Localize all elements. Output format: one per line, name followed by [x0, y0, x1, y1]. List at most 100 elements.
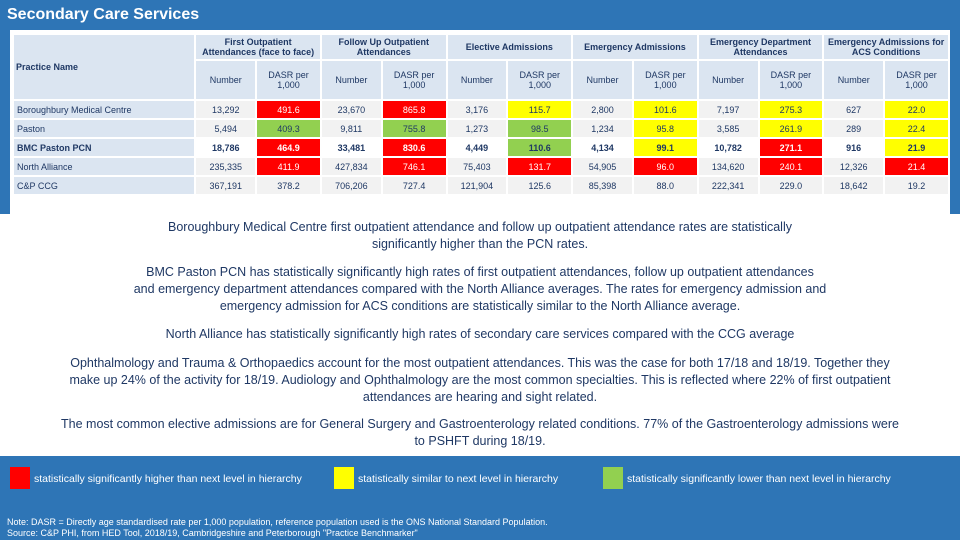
text-line: to PSHFT during 18/19. [414, 434, 546, 448]
paragraph-elective: The most common elective admissions are … [0, 416, 960, 450]
dasr-cell: 22.4 [885, 120, 948, 137]
group-header: First Outpatient Attendances (face to fa… [196, 35, 320, 59]
number-cell: 289 [824, 120, 884, 137]
number-cell: 13,292 [196, 101, 256, 118]
text-line: emergency admission for ACS conditions a… [219, 299, 741, 313]
text-line: Boroughbury Medical Centre first outpati… [168, 220, 792, 234]
practice-name-cell: Boroughbury Medical Centre [14, 101, 195, 118]
title-bar: Secondary Care Services [0, 0, 960, 30]
dasr-cell: 125.6 [508, 177, 572, 194]
dasr-header: DASR per 1,000 [508, 61, 572, 99]
paragraph-boroughbury: Boroughbury Medical Centre first outpati… [0, 219, 960, 253]
legend: statistically significantly higher than … [0, 456, 960, 502]
dasr-note: Note: DASR = Directly age standardised r… [7, 517, 548, 527]
number-cell: 5,494 [196, 120, 256, 137]
dasr-cell: 110.6 [508, 139, 572, 156]
number-cell: 33,481 [321, 139, 381, 156]
text-line: attendances are hearing and sight relate… [362, 390, 598, 404]
number-cell: 85,398 [573, 177, 632, 194]
number-cell: 23,670 [321, 101, 381, 118]
commentary: Boroughbury Medical Centre first outpati… [0, 216, 960, 456]
practice-name-cell: C&P CCG [14, 177, 195, 194]
red-swatch-icon [10, 467, 30, 489]
number-cell: 3,176 [447, 101, 507, 118]
dasr-header: DASR per 1,000 [257, 61, 320, 99]
practice-name-header: Practice Name [14, 35, 195, 99]
number-cell: 7,197 [698, 101, 758, 118]
number-cell: 627 [824, 101, 884, 118]
number-cell: 706,206 [321, 177, 381, 194]
dasr-table-container: Practice Name First Outpatient Attendanc… [12, 33, 950, 214]
dasr-cell: 19.2 [885, 177, 948, 194]
practice-name-cell: BMC Paston PCN [14, 139, 195, 156]
dasr-cell: 101.6 [633, 101, 697, 118]
number-cell: 3,585 [698, 120, 758, 137]
dasr-cell: 240.1 [759, 158, 823, 175]
dasr-cell: 96.0 [633, 158, 697, 175]
practice-name-cell: Paston [14, 120, 195, 137]
source-note: Source: C&P PHI, from HED Tool, 2018/19,… [7, 528, 418, 538]
text-line: Ophthalmology and Trauma & Orthopaedics … [70, 356, 890, 370]
number-header: Number [824, 61, 884, 99]
dasr-cell: 378.2 [257, 177, 320, 194]
green-swatch-icon [603, 467, 623, 489]
right-frame [950, 30, 960, 214]
dasr-cell: 411.9 [257, 158, 320, 175]
text-line: North Alliance has statistically signifi… [165, 327, 795, 341]
left-frame [0, 30, 10, 214]
group-header: Emergency Admissions [573, 35, 697, 59]
dasr-cell: 261.9 [759, 120, 823, 137]
number-cell: 427,834 [321, 158, 381, 175]
footnote-bar: Note: DASR = Directly age standardised r… [0, 502, 960, 540]
text-line: make up 24% of the activity for 18/19. A… [69, 373, 891, 387]
dasr-cell: 21.4 [885, 158, 948, 175]
paragraph-pcn: BMC Paston PCN has statistically signifi… [0, 264, 960, 315]
text-line: significantly higher than the PCN rates. [371, 237, 589, 251]
text-line: and emergency department attendances com… [133, 282, 827, 296]
number-header: Number [573, 61, 632, 99]
number-cell: 916 [824, 139, 884, 156]
number-cell: 367,191 [196, 177, 256, 194]
legend-label: statistically significantly lower than n… [627, 473, 891, 485]
table-row: BMC Paston PCN 18,786 464.9 33,481 830.6 4,44… [14, 139, 948, 156]
dasr-cell: 88.0 [633, 177, 697, 194]
number-header: Number [321, 61, 381, 99]
number-cell: 12,326 [824, 158, 884, 175]
number-cell: 1,234 [573, 120, 632, 137]
dasr-header: DASR per 1,000 [885, 61, 948, 99]
number-cell: 10,782 [698, 139, 758, 156]
dasr-cell: 755.8 [382, 120, 446, 137]
group-header: Follow Up Outpatient Attendances [321, 35, 446, 59]
number-header: Number [447, 61, 507, 99]
dasr-cell: 229.0 [759, 177, 823, 194]
number-cell: 75,403 [447, 158, 507, 175]
group-header-row: Practice Name First Outpatient Attendanc… [14, 35, 948, 99]
number-cell: 134,620 [698, 158, 758, 175]
dasr-cell: 865.8 [382, 101, 446, 118]
table-row: Boroughbury Medical Centre 13,292 491.6 23,… [14, 101, 948, 118]
dasr-cell: 275.3 [759, 101, 823, 118]
paragraph-specialties: Ophthalmology and Trauma & Orthopaedics … [0, 355, 960, 406]
group-header: Emergency Department Attendances [698, 35, 823, 59]
text-line: BMC Paston PCN has statistically signifi… [146, 265, 814, 279]
dasr-cell: 271.1 [759, 139, 823, 156]
number-header: Number [698, 61, 758, 99]
dasr-header: DASR per 1,000 [382, 61, 446, 99]
number-cell: 1,273 [447, 120, 507, 137]
dasr-cell: 99.1 [633, 139, 697, 156]
dasr-cell: 409.3 [257, 120, 320, 137]
group-header: Emergency Admissions for ACS Conditions [824, 35, 948, 59]
legend-label: statistically significantly higher than … [34, 473, 302, 485]
dasr-header: DASR per 1,000 [633, 61, 697, 99]
dasr-cell: 21.9 [885, 139, 948, 156]
dasr-cell: 95.8 [633, 120, 697, 137]
number-cell: 235,335 [196, 158, 256, 175]
sub-header-row: Number DASR per 1,000 Number DASR per 1,… [14, 61, 948, 99]
dasr-cell: 727.4 [382, 177, 446, 194]
dasr-cell: 464.9 [257, 139, 320, 156]
dasr-table: Practice Name First Outpatient Attendanc… [12, 33, 950, 196]
dasr-cell: 98.5 [508, 120, 572, 137]
dasr-cell: 830.6 [382, 139, 446, 156]
table-row: C&P CCG 367,191 378.2 706,206 727.4 121,904 12… [14, 177, 948, 194]
number-cell: 18,786 [196, 139, 256, 156]
